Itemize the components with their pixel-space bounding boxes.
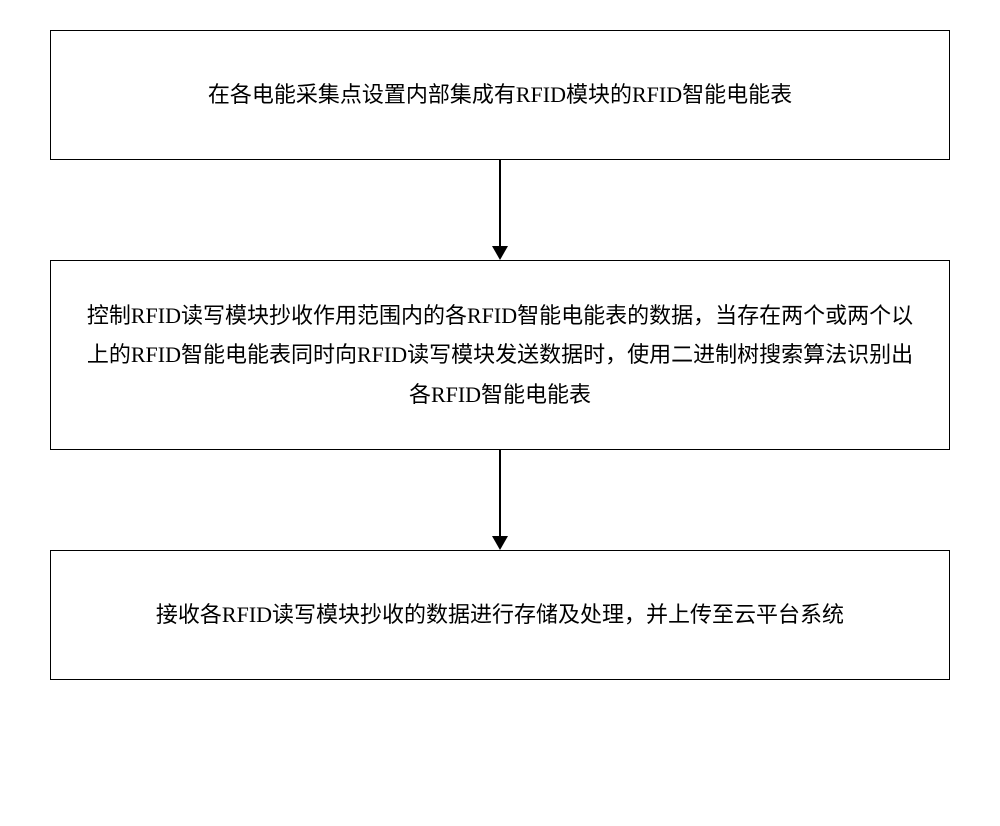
flowchart-container: 在各电能采集点设置内部集成有RFID模块的RFID智能电能表 控制RFID读写模…	[50, 30, 950, 680]
step-1-text: 在各电能采集点设置内部集成有RFID模块的RFID智能电能表	[208, 75, 792, 115]
arrow-head-icon	[492, 246, 508, 260]
arrow-1	[492, 160, 508, 260]
step-3-text: 接收各RFID读写模块抄收的数据进行存储及处理，并上传至云平台系统	[156, 595, 844, 635]
flowchart-step-3: 接收各RFID读写模块抄收的数据进行存储及处理，并上传至云平台系统	[50, 550, 950, 680]
arrow-2	[492, 450, 508, 550]
arrow-line	[499, 160, 501, 246]
arrow-head-icon	[492, 536, 508, 550]
step-2-text: 控制RFID读写模块抄收作用范围内的各RFID智能电能表的数据，当存在两个或两个…	[81, 296, 919, 415]
flowchart-step-1: 在各电能采集点设置内部集成有RFID模块的RFID智能电能表	[50, 30, 950, 160]
flowchart-step-2: 控制RFID读写模块抄收作用范围内的各RFID智能电能表的数据，当存在两个或两个…	[50, 260, 950, 450]
arrow-line	[499, 450, 501, 536]
